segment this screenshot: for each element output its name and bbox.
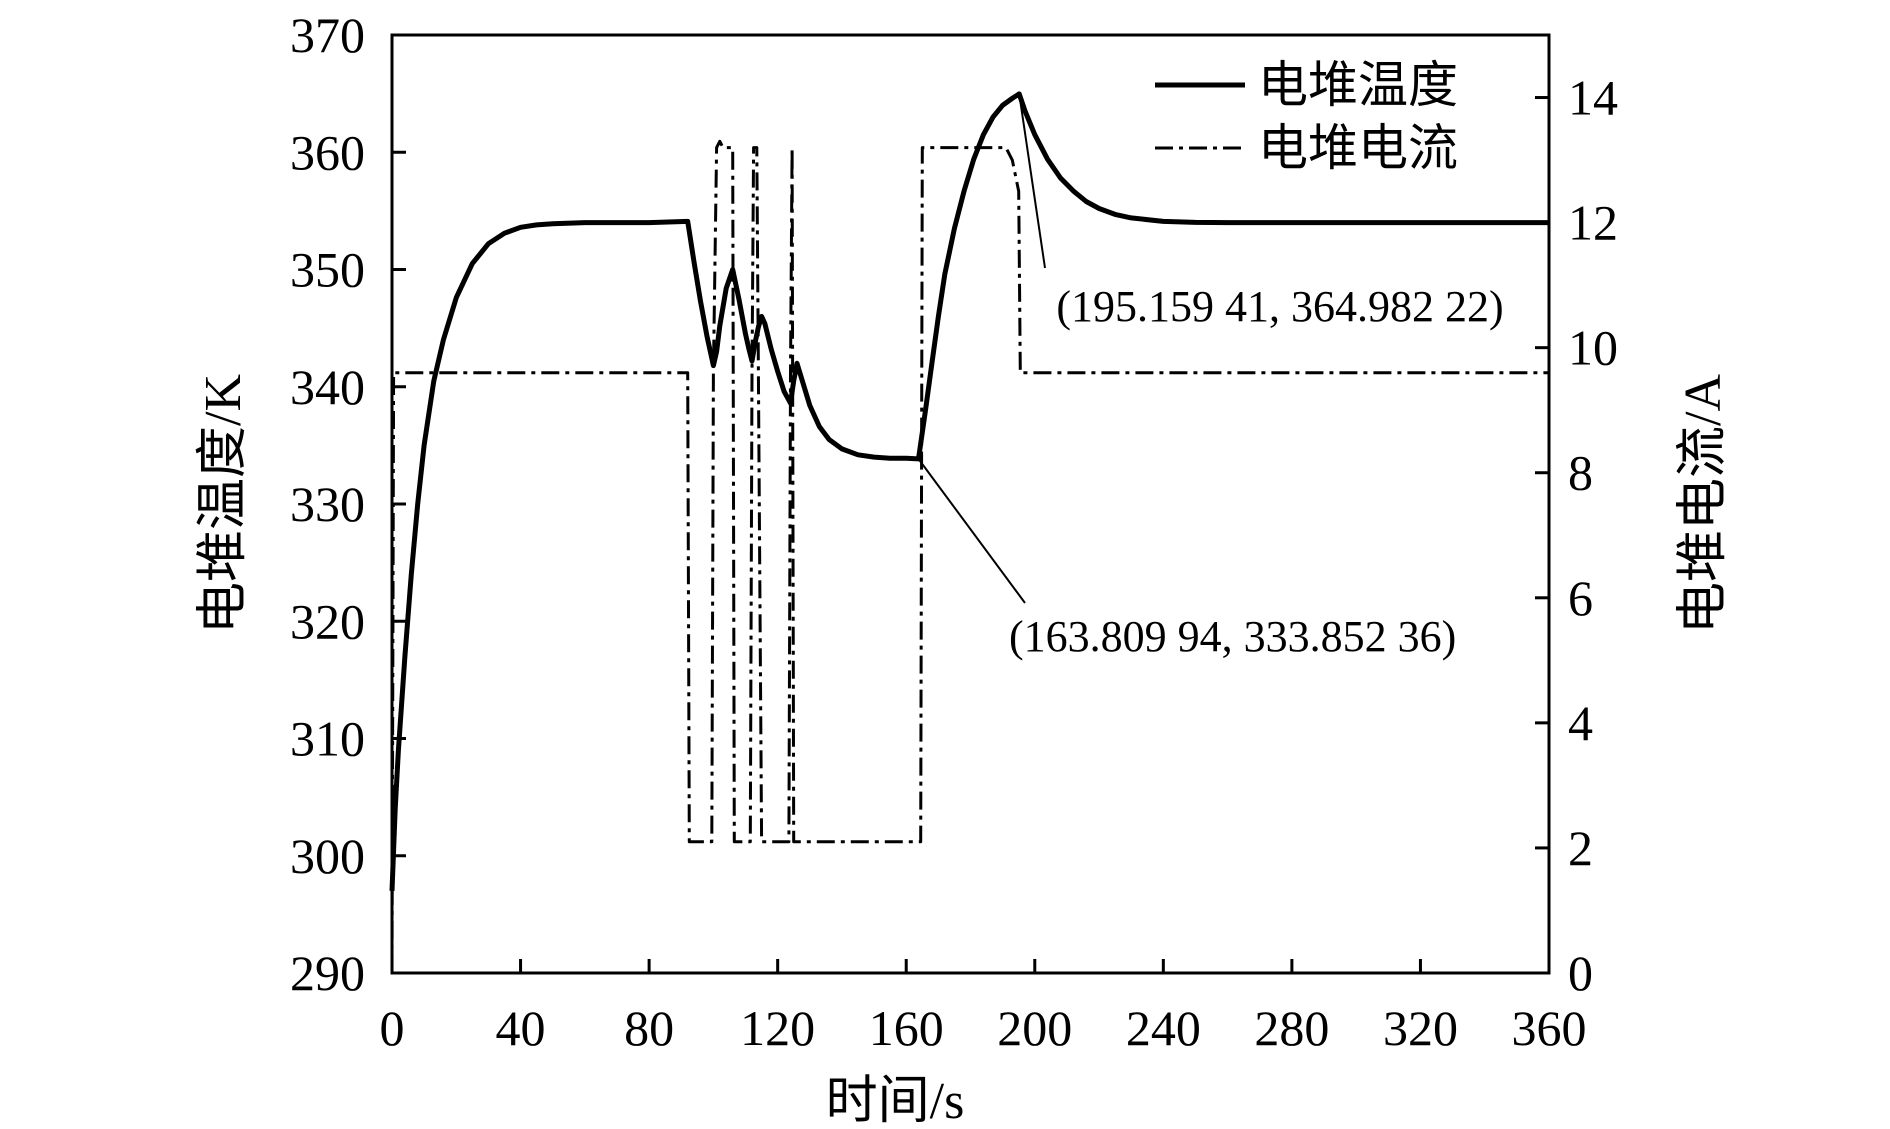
y2-tick-label: 12	[1568, 195, 1618, 251]
y-tick-label: 290	[290, 945, 365, 1001]
legend-label-temperature: 电堆温度	[1258, 57, 1458, 113]
x-tick-label: 160	[869, 1000, 944, 1056]
annotation-label-2: (195.159 41, 364.982 22)	[1056, 282, 1503, 331]
y-tick-label: 350	[290, 242, 365, 298]
y2-tick-label: 10	[1568, 320, 1618, 376]
y-tick-labels: 290 300 310 320 330 340 350 360 370	[290, 7, 365, 1001]
x-tick-label: 120	[740, 1000, 815, 1056]
plot-frame	[390, 33, 1551, 975]
y-tick-label: 340	[290, 359, 365, 415]
y-axis-title: 电堆温度/K	[195, 374, 252, 634]
x-tick-label: 360	[1512, 1000, 1587, 1056]
y2-tick-label: 4	[1568, 695, 1593, 751]
y-tick-label: 320	[290, 593, 365, 649]
y2-tick-label: 8	[1568, 445, 1593, 501]
y2-tick-label: 14	[1568, 70, 1618, 126]
x-tick-label: 40	[496, 1000, 546, 1056]
x-tick-label: 280	[1254, 1000, 1329, 1056]
x-tick-label: 200	[997, 1000, 1072, 1056]
annotation-label-1: (163.809 94, 333.852 36)	[1009, 612, 1456, 661]
series-group	[389, 91, 1549, 974]
legend: 电堆温度 电堆电流	[1155, 57, 1458, 176]
x-tick-label: 0	[380, 1000, 405, 1056]
annotation-leader-1	[917, 458, 1026, 604]
y-tick-label: 360	[290, 124, 365, 180]
y2-tick-label: 6	[1568, 570, 1593, 626]
x-axis-title: 时间/s	[826, 1073, 965, 1129]
y-tick-label: 370	[290, 7, 365, 63]
x-tick-label: 320	[1383, 1000, 1458, 1056]
y-tick-label: 330	[290, 476, 365, 532]
series-line-temperature	[389, 91, 1549, 891]
y2-tick-labels: 0 2 4 6 8 10 12 14	[1568, 70, 1618, 1001]
x-tick-label: 240	[1126, 1000, 1201, 1056]
y-tick-label: 310	[290, 711, 365, 767]
y2-tick-label: 2	[1568, 820, 1593, 876]
x-tick-labels: 0 40 80 120 160 200 240 280 320 360	[380, 1000, 1587, 1056]
series-line-current	[390, 139, 1549, 974]
y-tick-label: 300	[290, 828, 365, 884]
annotation-leader-2	[1018, 93, 1046, 269]
annotation-leaders	[917, 93, 1046, 604]
x-tick-label: 80	[624, 1000, 674, 1056]
y2-tick-label: 0	[1568, 945, 1593, 1001]
legend-label-current: 电堆电流	[1258, 120, 1458, 176]
y2-axis-title: 电堆电流/A	[1675, 374, 1732, 634]
